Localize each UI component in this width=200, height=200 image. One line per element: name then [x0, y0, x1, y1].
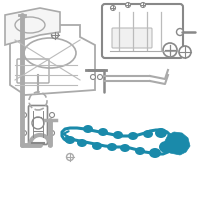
- FancyBboxPatch shape: [102, 4, 183, 58]
- Circle shape: [110, 5, 116, 10]
- Circle shape: [163, 43, 177, 57]
- Polygon shape: [5, 8, 60, 45]
- FancyBboxPatch shape: [29, 106, 48, 144]
- Circle shape: [90, 74, 96, 79]
- Circle shape: [140, 2, 146, 7]
- FancyBboxPatch shape: [112, 28, 152, 48]
- Circle shape: [98, 74, 102, 79]
- Ellipse shape: [120, 144, 130, 152]
- Ellipse shape: [155, 128, 167, 138]
- Polygon shape: [165, 132, 190, 155]
- Circle shape: [66, 154, 74, 160]
- Ellipse shape: [159, 141, 173, 153]
- Ellipse shape: [83, 125, 93, 133]
- Circle shape: [126, 2, 130, 7]
- Ellipse shape: [135, 147, 145, 155]
- Ellipse shape: [92, 142, 102, 150]
- Ellipse shape: [128, 132, 138, 140]
- Circle shape: [50, 112, 54, 117]
- Circle shape: [177, 28, 184, 36]
- Ellipse shape: [149, 148, 161, 158]
- Circle shape: [22, 130, 26, 136]
- Ellipse shape: [98, 128, 108, 136]
- Ellipse shape: [143, 130, 153, 138]
- Circle shape: [22, 112, 26, 117]
- Circle shape: [50, 130, 54, 136]
- Ellipse shape: [65, 136, 75, 144]
- Ellipse shape: [77, 139, 87, 147]
- Ellipse shape: [113, 131, 123, 139]
- Circle shape: [179, 46, 191, 58]
- Ellipse shape: [107, 143, 117, 151]
- Circle shape: [52, 31, 58, 38]
